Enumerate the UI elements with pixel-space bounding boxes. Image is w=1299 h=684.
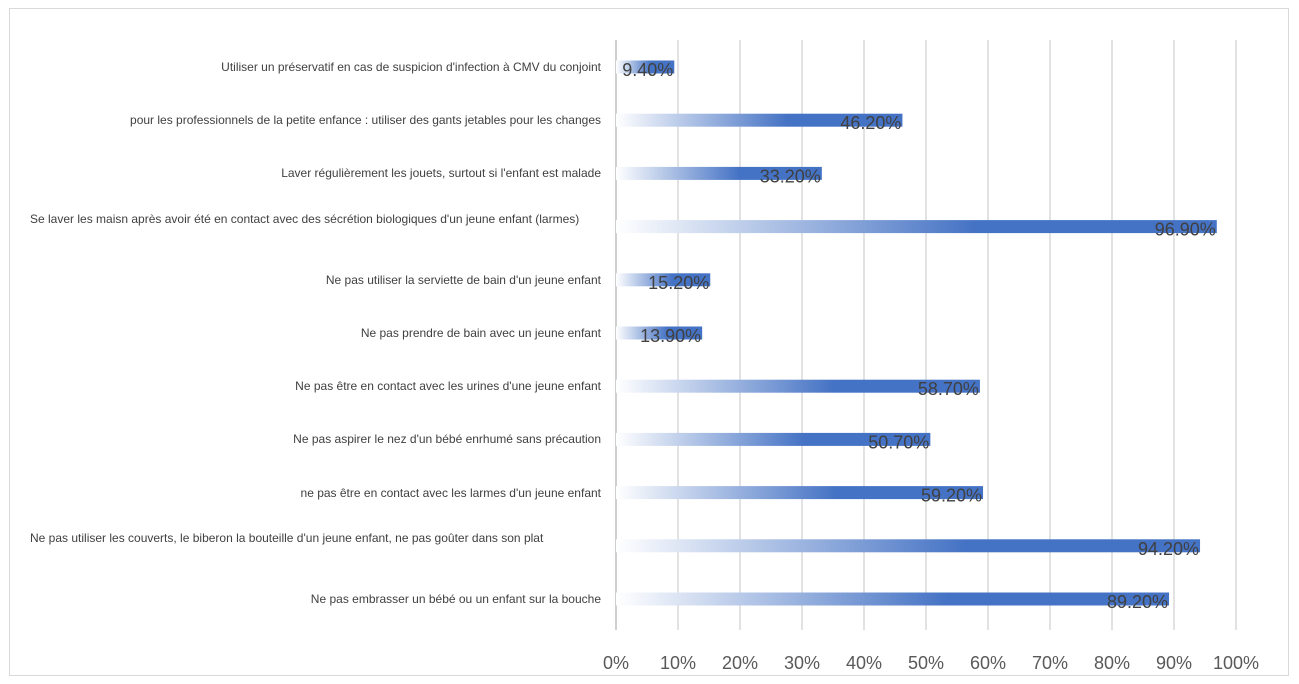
bar [616,539,1201,553]
data-label: 59.20% [921,486,982,506]
data-label: 94.20% [1138,539,1199,559]
category-label: Ne pas aspirer le nez d'un bébé enrhumé … [293,432,601,447]
data-label: 46.20% [840,113,901,133]
category-label: Se laver les maisn après avoir été en co… [30,211,580,226]
x-tick-label: 70% [1032,653,1068,673]
x-tick-label: 90% [1156,653,1192,673]
data-label: 50.70% [868,432,929,452]
bar [616,326,703,340]
bar [616,486,984,500]
x-tick-label: 30% [784,653,820,673]
bar [616,432,931,446]
x-tick-label: 50% [908,653,944,673]
category-label: Ne pas utiliser la serviette de bain d'u… [325,272,601,287]
category-label: Ne pas embrasser un bébé ou un enfant su… [310,592,601,606]
category-label: Ne pas être en contact avec les urines d… [295,379,601,394]
data-labels: 9.40% 46.20% 33.20% 96.90% 15.20% 13.90% 58.70… [622,60,1216,612]
data-label: 58.70% [918,379,979,399]
category-label: pour les professionnels de la petite enf… [130,113,601,128]
category-label: ne pas être en contact avec les larmes d… [300,485,601,500]
x-tick-label: 100% [1213,653,1259,673]
data-label: 89.20% [1107,592,1168,612]
data-label: 13.90% [640,326,701,346]
x-tick-label: 0% [603,653,629,673]
x-tick-label: 40% [846,653,882,673]
x-tick-label: 60% [970,653,1006,673]
bar [616,592,1170,606]
bar [616,166,822,180]
data-label: 9.40% [622,60,673,80]
bar [616,220,1217,234]
category-label: Ne pas prendre de bain avec un jeune enf… [360,326,601,340]
data-label: 15.20% [648,273,709,293]
bar [616,379,980,393]
bars [616,60,1217,606]
x-tick-label: 20% [722,653,758,673]
category-label: Ne pas utiliser les couverts, le biberon… [30,530,544,545]
bar [616,60,675,74]
data-label: 96.90% [1155,220,1216,240]
x-tick-label: 80% [1094,653,1130,673]
data-label: 33.20% [760,166,821,186]
x-tick-label: 10% [660,653,696,673]
category-label: Laver régulièrement les jouets, surtout … [281,166,601,181]
bar [616,113,903,127]
x-axis-ticks: 0% 10% 20% 30% 40% 50% 60% 70% 80% 90% 100% [603,653,1259,673]
category-label: Utiliser un préservatif en cas de suspic… [221,60,601,74]
bar [616,273,711,287]
